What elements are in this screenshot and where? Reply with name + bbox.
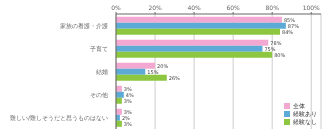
svg-text:3%: 3%	[123, 108, 132, 115]
svg-text:子育て: 子育て	[90, 45, 108, 52]
html-text:経験なし: 経験なし	[293, 118, 317, 125]
svg-text:2%: 2%	[121, 114, 130, 121]
svg-text:3%: 3%	[123, 85, 132, 92]
svg-text:結婚: 結婚	[95, 68, 108, 75]
svg-text:84%: 84%	[282, 29, 293, 35]
svg-text:40%: 40%	[187, 4, 201, 11]
svg-text:26%: 26%	[169, 75, 180, 81]
html-text:経験あり: 経験あり	[293, 110, 317, 117]
svg-text:その他: その他	[90, 91, 108, 99]
svg-text:20%: 20%	[157, 63, 168, 69]
html-text:全体: 全体	[293, 102, 305, 109]
svg-text:20%: 20%	[148, 4, 162, 11]
svg-text:75%: 75%	[264, 45, 276, 52]
svg-text:難しい/難しそうだと思うものはない: 難しい/難しそうだと思うものはない	[10, 114, 108, 122]
svg-text:80%: 80%	[266, 4, 280, 11]
svg-text:4%: 4%	[125, 91, 134, 98]
svg-text:3%: 3%	[124, 98, 132, 104]
svg-text:15%: 15%	[147, 69, 158, 75]
svg-text:80%: 80%	[274, 52, 285, 58]
svg-text:87%: 87%	[287, 22, 299, 29]
svg-text:家族の看護・介護: 家族の看護・介護	[60, 22, 108, 29]
svg-text:3%: 3%	[124, 121, 132, 127]
svg-text:60%: 60%	[226, 4, 240, 11]
svg-text:100%: 100%	[303, 4, 320, 11]
svg-text:0%: 0%	[111, 4, 121, 11]
svg-text:78%: 78%	[270, 39, 282, 46]
svg-text:85%: 85%	[284, 16, 296, 23]
